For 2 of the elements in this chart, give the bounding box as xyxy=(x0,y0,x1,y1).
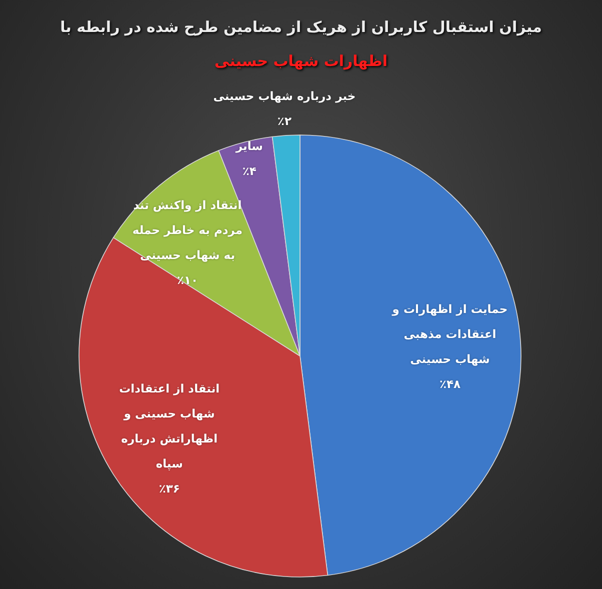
subtitle: اظهارات شهاب حسینی xyxy=(214,51,388,72)
title: میزان استقبال کاربران از هریک از مضامین طرح شده در رابطه با xyxy=(60,17,542,38)
